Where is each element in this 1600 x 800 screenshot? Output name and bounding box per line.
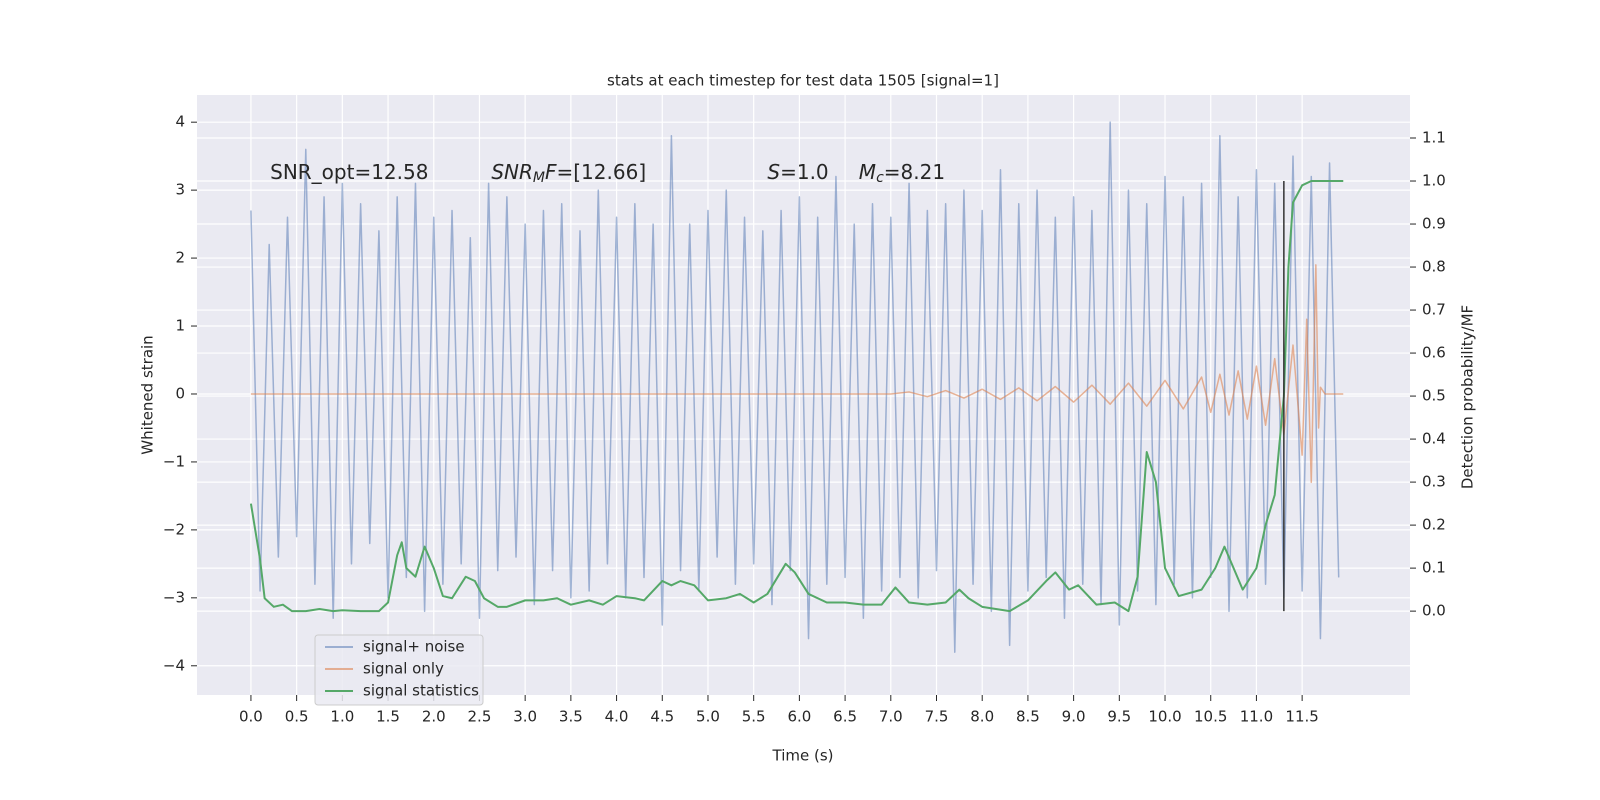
y-tick-label: −3 bbox=[163, 588, 185, 606]
y-tick-label: −4 bbox=[163, 656, 185, 674]
x-tick-label: 8.0 bbox=[970, 708, 994, 726]
annotation-part: =8.21 bbox=[884, 160, 945, 184]
y2-tick-label: 0.6 bbox=[1422, 344, 1446, 362]
y2-axis-label: Detection probability/MF bbox=[1459, 305, 1477, 489]
annotation-part: M bbox=[533, 170, 545, 186]
x-tick-label: 7.0 bbox=[879, 708, 903, 726]
legend-box bbox=[314, 634, 484, 706]
y-axis-label: Whitened strain bbox=[139, 335, 157, 454]
y-tick-label: 2 bbox=[175, 249, 185, 267]
annotation-part: SNR_opt=12.58 bbox=[270, 160, 428, 184]
x-tick-label: 6.0 bbox=[787, 708, 811, 726]
x-tick-label: 11.5 bbox=[1285, 708, 1318, 726]
annotation-part: =1.0 bbox=[780, 160, 829, 184]
series-line bbox=[250, 264, 1344, 484]
annotation-part: S bbox=[767, 160, 780, 184]
annotation-part: SNR bbox=[491, 160, 533, 184]
annotation-part: c bbox=[876, 170, 884, 186]
series-line bbox=[250, 121, 1340, 653]
y2-tick-label: 0.1 bbox=[1422, 559, 1446, 577]
y2-tick-label: 0.4 bbox=[1422, 430, 1446, 448]
y2-tick-label: 0.8 bbox=[1422, 258, 1446, 276]
x-tick-label: 10.5 bbox=[1194, 708, 1227, 726]
x-tick-label: 4.0 bbox=[605, 708, 629, 726]
y-tick-label: −2 bbox=[163, 520, 185, 538]
chart-title: stats at each timestep for test data 150… bbox=[607, 72, 999, 90]
x-tick-label: 0.0 bbox=[239, 708, 263, 726]
y2-tick-label: 0.0 bbox=[1422, 602, 1446, 620]
x-tick-label: 10.0 bbox=[1148, 708, 1181, 726]
annotation: SNR_opt=12.58 bbox=[270, 160, 428, 184]
y2-tick-label: 0.7 bbox=[1422, 301, 1446, 319]
y2-tick-label: 1.1 bbox=[1422, 129, 1446, 147]
y-tick-label: 0 bbox=[175, 384, 185, 402]
x-tick-label: 5.0 bbox=[696, 708, 720, 726]
legend-label: signal statistics bbox=[363, 682, 479, 700]
x-tick-label: 8.5 bbox=[1016, 708, 1040, 726]
x-tick-label: 9.0 bbox=[1062, 708, 1086, 726]
annotation-part: F bbox=[545, 160, 557, 184]
x-tick-label: 2.5 bbox=[468, 708, 492, 726]
y-tick-label: 1 bbox=[175, 317, 185, 335]
x-tick-label: 3.5 bbox=[559, 708, 583, 726]
y2-tick-label: 0.5 bbox=[1422, 387, 1446, 405]
x-tick-label: 6.5 bbox=[833, 708, 857, 726]
x-tick-label: 7.5 bbox=[925, 708, 949, 726]
x-tick-label: 3.0 bbox=[513, 708, 537, 726]
x-tick-label: 4.5 bbox=[650, 708, 674, 726]
y2-tick-label: 0.2 bbox=[1422, 516, 1446, 534]
y-tick-label: −1 bbox=[163, 452, 185, 470]
y-tick-label: 3 bbox=[175, 181, 185, 199]
annotation-part: =[12.66] bbox=[557, 160, 647, 184]
y-tick-label: 4 bbox=[175, 113, 185, 131]
annotation-part: M bbox=[859, 160, 876, 184]
y2-tick-label: 0.3 bbox=[1422, 473, 1446, 491]
x-tick-label: 11.0 bbox=[1240, 708, 1273, 726]
annotation: SNRMF=[12.66] bbox=[491, 160, 646, 187]
series-line bbox=[249, 180, 1344, 613]
x-tick-label: 0.5 bbox=[285, 708, 309, 726]
y2-tick-label: 1.0 bbox=[1422, 172, 1446, 190]
legend-label: signal only bbox=[363, 660, 444, 678]
x-tick-label: 2.0 bbox=[422, 708, 446, 726]
y2-tick-label: 0.9 bbox=[1422, 215, 1446, 233]
x-axis-label: Time (s) bbox=[772, 747, 834, 765]
x-tick-label: 1.0 bbox=[330, 708, 354, 726]
legend-label: signal+ noise bbox=[363, 638, 465, 656]
annotation: Mc=8.21 bbox=[859, 160, 945, 187]
x-tick-label: 5.5 bbox=[742, 708, 766, 726]
x-tick-label: 9.5 bbox=[1107, 708, 1131, 726]
x-tick-label: 1.5 bbox=[376, 708, 400, 726]
annotation: S=1.0 bbox=[767, 160, 828, 184]
